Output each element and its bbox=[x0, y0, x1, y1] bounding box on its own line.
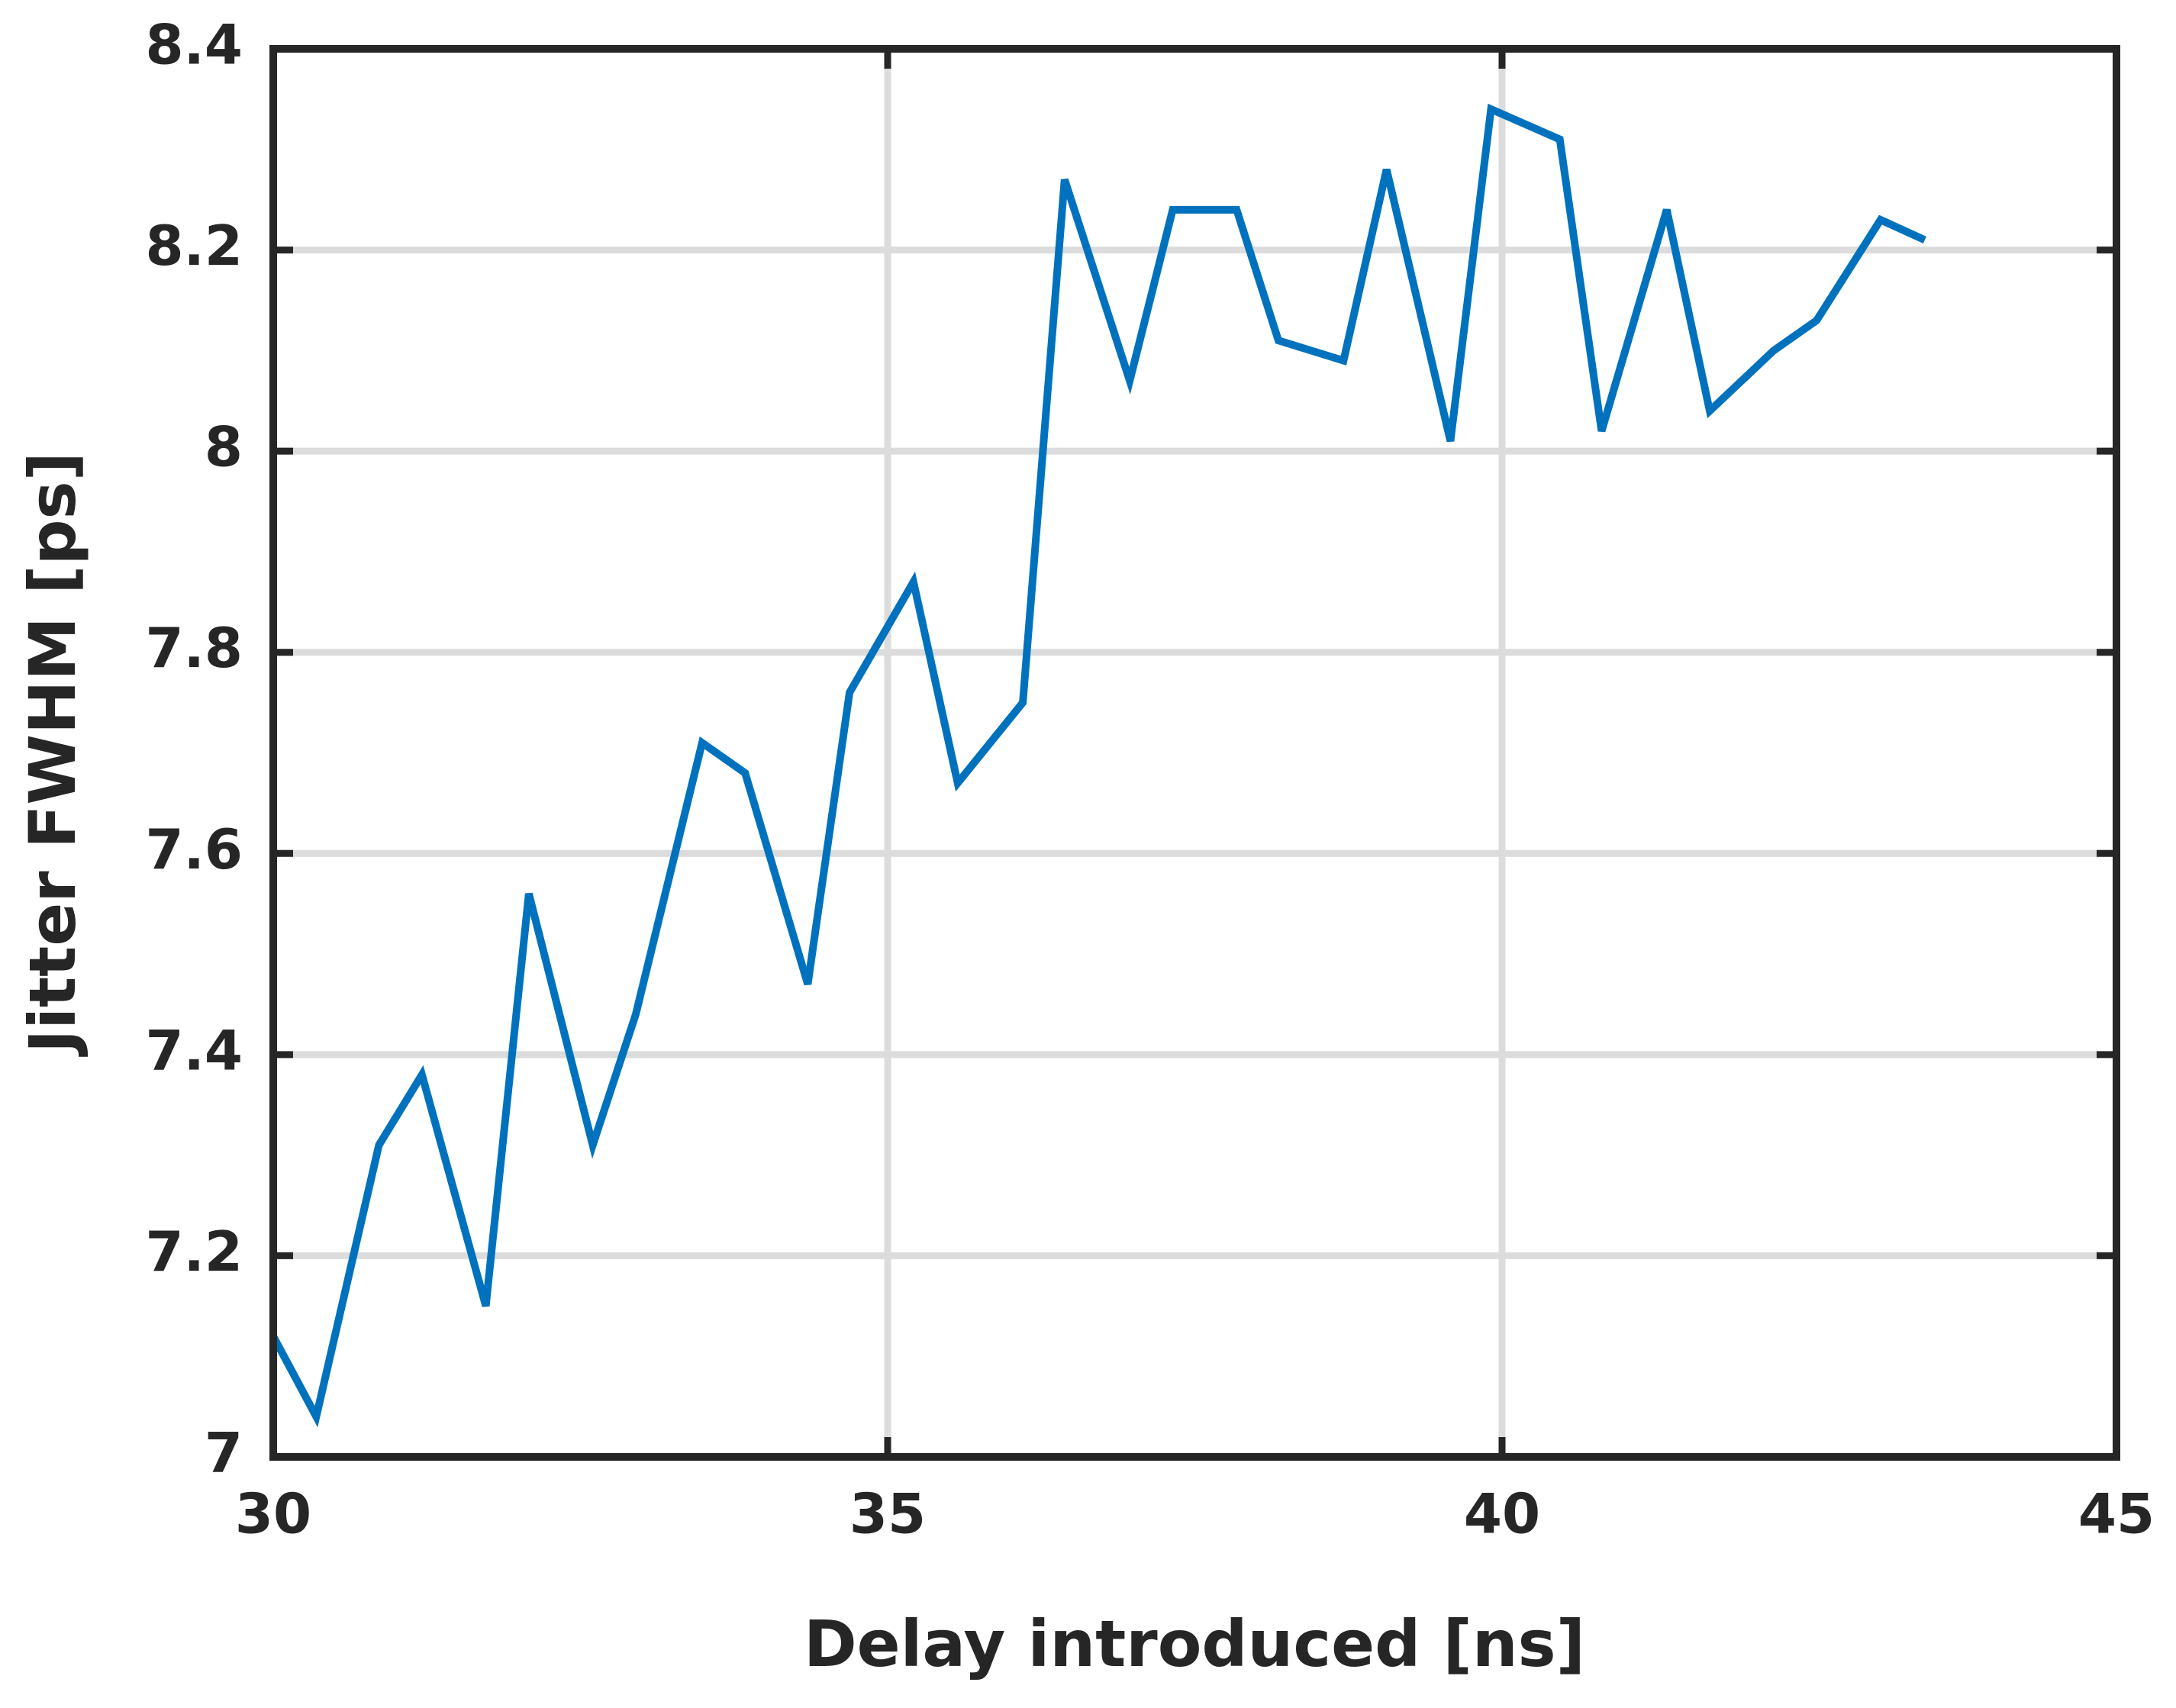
y-tick-label: 7.2 bbox=[145, 1220, 243, 1284]
x-tick-label: 45 bbox=[2078, 1482, 2155, 1546]
y-tick-label: 8.2 bbox=[145, 214, 243, 278]
x-tick-label: 40 bbox=[1464, 1482, 1540, 1546]
x-tick-label: 35 bbox=[849, 1482, 926, 1546]
y-tick-label: 8.4 bbox=[145, 13, 243, 77]
y-axis-label: Jitter FWHM [ps] bbox=[15, 452, 90, 1057]
data-line bbox=[269, 103, 1926, 1428]
y-tick-label: 7 bbox=[205, 1421, 243, 1485]
x-tick-label: 30 bbox=[235, 1482, 311, 1546]
y-tick-label: 7.4 bbox=[145, 1018, 243, 1082]
y-tick-label: 7.6 bbox=[145, 817, 243, 881]
y-tick-label: 8 bbox=[205, 415, 243, 479]
x-axis-label: Delay introduced [ns] bbox=[804, 1606, 1585, 1681]
y-tick-label: 7.8 bbox=[145, 616, 243, 680]
plot-frame bbox=[269, 45, 2120, 1461]
